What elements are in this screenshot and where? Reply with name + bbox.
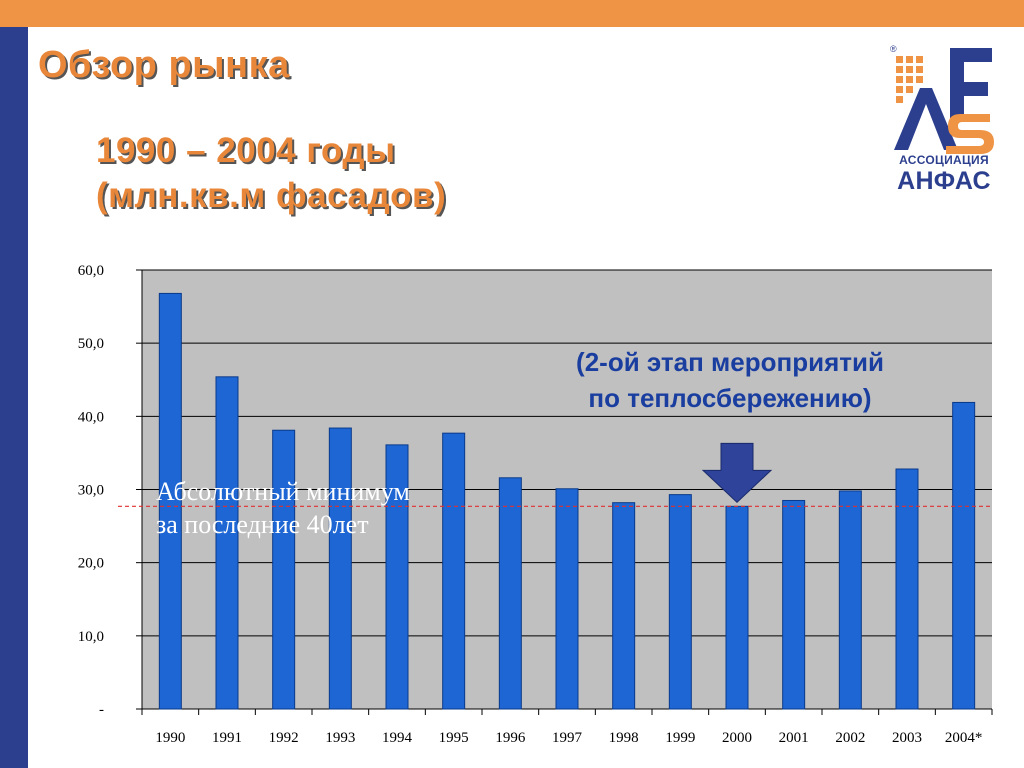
bar-1998 <box>613 503 635 709</box>
bar-1992 <box>273 430 295 709</box>
annotation-minimum-line-2: за последние 40лет <box>156 508 410 541</box>
y-tick-label: 50,0 <box>78 336 104 352</box>
annotation-absolute-minimum: Абсолютный минимум за последние 40лет <box>156 475 410 541</box>
bar-2003 <box>896 469 918 709</box>
bar-1993 <box>329 428 351 709</box>
x-tick-label: 1997 <box>552 730 583 746</box>
x-tick-label: 1999 <box>665 730 695 746</box>
bar-1999 <box>669 495 691 709</box>
y-tick-label: 30,0 <box>78 483 104 499</box>
annotation-second-stage: (2-ой этап мероприятий по теплосбережени… <box>500 344 960 416</box>
x-tick-label: 1995 <box>439 730 469 746</box>
annotation-minimum-line-1: Абсолютный минимум <box>156 475 410 508</box>
x-tick-label: 1992 <box>269 730 299 746</box>
x-tick-label: 2004* <box>945 730 983 746</box>
bar-2001 <box>783 500 805 709</box>
bar-2000 <box>726 506 748 709</box>
x-tick-label: 2002 <box>835 730 865 746</box>
x-tick-label: 2001 <box>779 730 809 746</box>
y-tick-label: 40,0 <box>78 409 104 425</box>
x-tick-label: 1990 <box>155 730 185 746</box>
bar-2004* <box>953 402 975 709</box>
x-tick-label: 1994 <box>382 730 413 746</box>
y-tick-label: - <box>99 702 104 718</box>
y-tick-label: 60,0 <box>78 263 104 279</box>
x-tick-label: 1993 <box>325 730 355 746</box>
x-tick-label: 2000 <box>722 730 752 746</box>
bar-1995 <box>443 433 465 709</box>
x-tick-label: 1991 <box>212 730 242 746</box>
bar-1991 <box>216 377 238 709</box>
annotation-stage-line-1: (2-ой этап мероприятий <box>500 344 960 380</box>
x-tick-label: 1996 <box>495 730 526 746</box>
annotation-stage-line-2: по теплосбережению) <box>500 380 960 416</box>
y-tick-label: 20,0 <box>78 556 104 572</box>
x-tick-label: 2003 <box>892 730 922 746</box>
x-tick-label: 1998 <box>609 730 639 746</box>
bar-1997 <box>556 489 578 709</box>
y-tick-label: 10,0 <box>78 629 104 645</box>
bar-1996 <box>499 478 521 709</box>
bar-2002 <box>839 491 861 709</box>
